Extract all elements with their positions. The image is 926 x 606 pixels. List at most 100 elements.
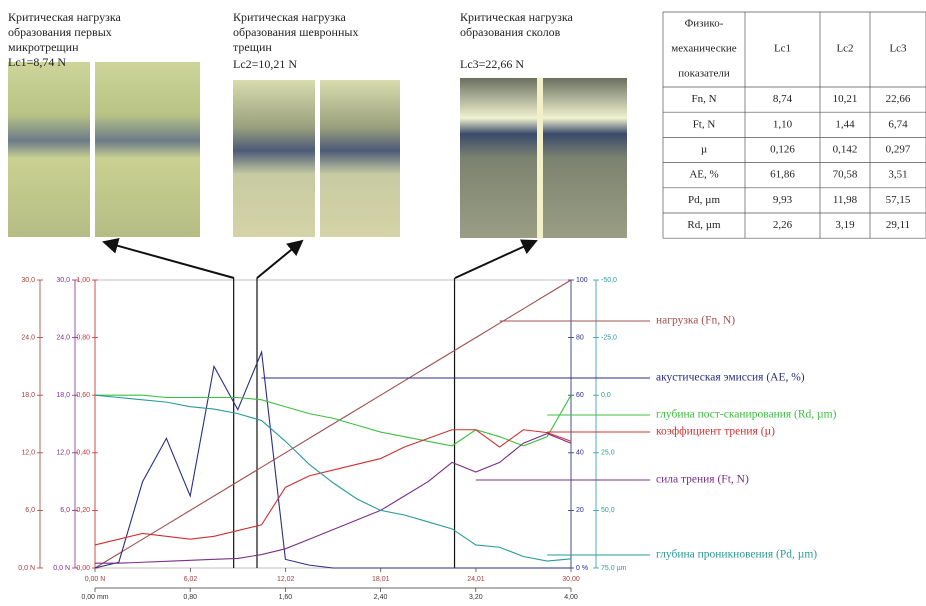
- y-tick-label: 18,0: [56, 392, 70, 399]
- table-cell: 11,98: [833, 194, 858, 206]
- table-header: Lc2: [836, 43, 853, 55]
- legend-label: нагрузка (Fn, N): [656, 315, 735, 327]
- x2-tick-label: 0,00 mm: [81, 594, 108, 601]
- table-cell: 29,11: [886, 219, 910, 231]
- table-cell: 57,15: [886, 194, 911, 206]
- y-tick-label: 30,0: [56, 277, 70, 284]
- table-cell: µ: [701, 144, 707, 156]
- arrow: [102, 238, 235, 279]
- y-tick-label: 100: [576, 277, 588, 284]
- caption-line: образования сколов: [460, 25, 561, 39]
- y-tick-label: 6,0: [25, 507, 35, 514]
- table-cell: 70,58: [833, 169, 858, 181]
- y-tick-label: 1,00: [76, 277, 90, 284]
- caption-value: Lc2=10,21 N: [233, 57, 297, 71]
- y-tick-label: 30,0: [21, 277, 35, 284]
- series-line: [95, 433, 572, 564]
- table-cell: Fn, N: [691, 93, 716, 105]
- micrograph: [95, 62, 200, 237]
- y-tick-label: 24,0: [21, 334, 35, 341]
- x-tick-label: 30,00: [562, 576, 580, 583]
- table-cell: 0,142: [833, 144, 858, 156]
- table-cell: 1,44: [835, 118, 855, 130]
- series-line: [94, 394, 572, 562]
- y-tick-label: 20: [576, 507, 584, 514]
- y-tick-label: 50,0: [601, 507, 615, 514]
- y-tick-label: 0,00: [76, 565, 90, 572]
- micrograph: [320, 80, 400, 237]
- arrows: [102, 238, 538, 279]
- y-tick-label: 75,0 µm: [601, 565, 627, 572]
- table-cell: AE, %: [689, 169, 718, 181]
- legend-label: коэффициент трения (µ): [656, 426, 775, 438]
- legend-label: глубина пост-сканирования (Rd, µm): [656, 409, 837, 421]
- scratch-mark: [537, 78, 543, 238]
- caption-value: Lc1=8,74 N: [8, 55, 66, 69]
- y-tick-label: 0,40: [76, 450, 90, 457]
- y-tick-label: 0,60: [76, 392, 90, 399]
- table-cell: 22,66: [886, 93, 911, 105]
- arrow: [454, 239, 538, 279]
- x-tick-label: 6,02: [184, 576, 198, 583]
- table: Физико-механические показатели Lc1 Lc2 Lc3 Fn…: [662, 11, 926, 239]
- y-tick-label: -50,0: [601, 277, 617, 284]
- y-tick-label: 0,20: [76, 507, 90, 514]
- table-cell: 1,10: [773, 118, 793, 130]
- table-cell: 3,51: [888, 169, 907, 181]
- table-cell: 6,74: [888, 118, 908, 130]
- table-cell: Pd, µm: [688, 194, 720, 206]
- legend-label: акустическая эмиссия (AE, %): [656, 372, 805, 384]
- x-tick-label: 24,01: [467, 576, 485, 583]
- table-cell: 2,26: [773, 219, 793, 231]
- micrographs: [8, 62, 627, 238]
- y-tick-label: 0 %: [576, 565, 588, 572]
- table-cell: 8,74: [773, 93, 793, 105]
- caption-value: Lc3=22,66 N: [460, 57, 524, 71]
- table-header: Физико-: [685, 18, 724, 30]
- micrograph: [233, 80, 315, 237]
- legend-label: сила трения (Ft, N): [656, 474, 749, 486]
- caption-line: Критическая нагрузка: [233, 10, 346, 24]
- table-cell: 0,126: [770, 144, 795, 156]
- table-header: Lc3: [889, 43, 907, 55]
- y-tick-label: 12,0: [21, 450, 35, 457]
- x2-tick-label: 1,60: [279, 594, 293, 601]
- y-tick-label: 0,80: [76, 334, 90, 341]
- y-tick-label: 24,0: [56, 334, 70, 341]
- table-cell: Rd, µm: [687, 219, 721, 231]
- y-tick-label: 40: [576, 450, 584, 457]
- y-tick-label: 0,0 N: [53, 565, 70, 572]
- x-tick-label: 12,02: [277, 576, 295, 583]
- caption-line: Критическая нагрузка: [460, 10, 573, 24]
- legend-label: глубина проникновения (Pd, µm): [656, 549, 817, 561]
- x2-tick-label: 3,20: [469, 594, 483, 601]
- y-tick-label: 80: [576, 334, 584, 341]
- y-tick-label: 6,0: [60, 507, 70, 514]
- table-cell: 10,21: [833, 93, 858, 105]
- y-tick-label: 60: [576, 392, 584, 399]
- y-tick-label: 12,0: [56, 450, 70, 457]
- series-line: [95, 394, 572, 447]
- caption-line: микротрещин: [8, 40, 79, 54]
- caption-line: образования шевронных: [233, 25, 358, 39]
- y-tick-label: 0,0 N: [18, 565, 35, 572]
- caption-line: образования первых: [8, 25, 112, 39]
- table-cell: Ft, N: [693, 118, 716, 130]
- table-header: механические: [671, 43, 737, 55]
- micrograph: [8, 62, 90, 237]
- x2-tick-label: 2,40: [374, 594, 388, 601]
- table-cell: 0,297: [886, 144, 911, 156]
- y-tick-label: 0,0: [601, 392, 611, 399]
- caption-line: Критическая нагрузка: [8, 10, 121, 24]
- y-tick-label: 18,0: [21, 392, 35, 399]
- table-header: показатели: [678, 68, 730, 80]
- x2-tick-label: 0,80: [183, 594, 197, 601]
- chart: 0,0 N 6,0 12,0 18,0 24,0 30,0 0,0 N 6,0 12,0 18,0…: [18, 277, 836, 601]
- table-cell: 3,19: [835, 219, 855, 231]
- x2-tick-label: 4,00: [564, 594, 578, 601]
- y-tick-label: 25,0: [601, 450, 615, 457]
- series-line: [94, 429, 572, 546]
- micrograph: [460, 78, 627, 238]
